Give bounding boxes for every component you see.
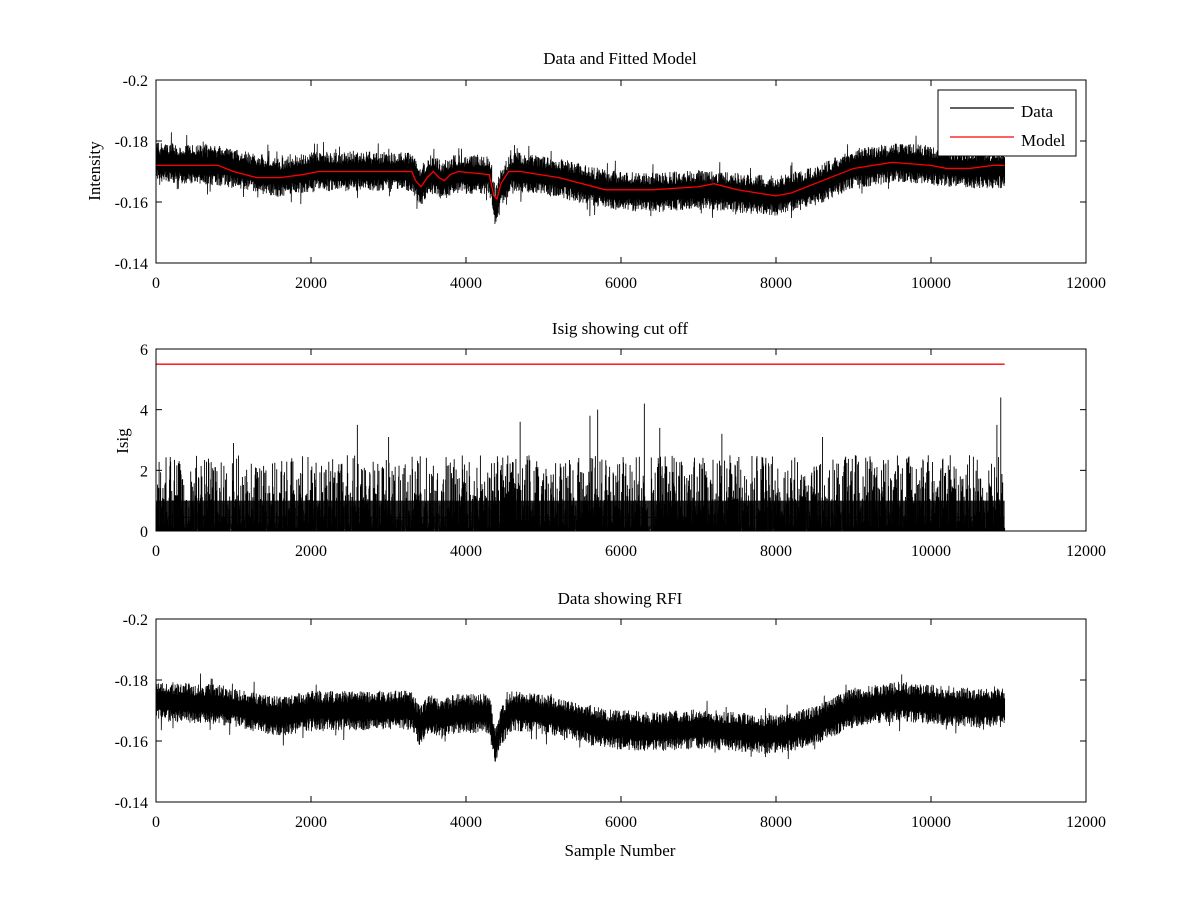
- legend-model-label: Model: [1021, 131, 1066, 150]
- x-tick-label: 6000: [605, 814, 637, 831]
- panel-3-ticks: 0 2000 4000 6000 8000 10000 12000 -0.14 -0.16 -0.…: [115, 612, 1106, 831]
- y-tick-label: 0: [140, 524, 148, 541]
- x-tick-label: 0: [152, 275, 160, 292]
- y-tick-label: 6: [140, 342, 148, 359]
- x-tick-label: 10000: [911, 275, 951, 292]
- x-tick-label: 12000: [1066, 543, 1106, 560]
- y-tick-label: -0.16: [115, 734, 148, 751]
- panel-1-ylabel: Intensity: [85, 141, 104, 201]
- series-data-line: [155, 673, 1006, 762]
- x-tick-label: 0: [152, 543, 160, 560]
- y-tick-label: 2: [140, 463, 148, 480]
- x-tick-label: 8000: [760, 814, 792, 831]
- y-tick-label: 4: [140, 403, 148, 420]
- x-tick-label: 0: [152, 814, 160, 831]
- y-tick-label: -0.16: [115, 195, 148, 212]
- panel-2-title: Isig showing cut off: [552, 319, 688, 338]
- x-tick-label: 2000: [295, 814, 327, 831]
- x-tick-label: 10000: [911, 814, 951, 831]
- legend: Data Model: [937, 89, 1077, 157]
- series-model-line: [156, 161, 1005, 201]
- x-tick-label: 6000: [605, 543, 637, 560]
- x-tick-label: 4000: [450, 814, 482, 831]
- x-tick-label: 4000: [450, 275, 482, 292]
- y-tick-label: -0.2: [123, 612, 148, 629]
- x-tick-label: 12000: [1066, 275, 1106, 292]
- y-tick-label: -0.18: [115, 134, 148, 151]
- series-isig-band: [156, 500, 1005, 530]
- x-tick-label: 8000: [760, 543, 792, 560]
- panel-data-and-model: Data and Fitted Model Intensity 0 2000 400…: [85, 49, 1106, 292]
- x-tick-label: 12000: [1066, 814, 1106, 831]
- panel-1-ticks: 0 2000 4000 6000 8000 10000 12000 -0.14 -0.16 -0.…: [115, 73, 1106, 292]
- panel-isig: Isig showing cut off Isig 0 2000 4000 6000 8…: [113, 319, 1106, 560]
- panel-3-series: [155, 673, 1006, 762]
- panel-3-title: Data showing RFI: [558, 589, 683, 608]
- panel-1-series: [155, 132, 1006, 225]
- panel-3-xlabel: Sample Number: [565, 841, 676, 860]
- x-tick-label: 4000: [450, 543, 482, 560]
- panel-1-title: Data and Fitted Model: [543, 49, 697, 68]
- y-tick-label: -0.14: [115, 795, 148, 812]
- legend-data-label: Data: [1021, 102, 1054, 121]
- y-tick-label: -0.14: [115, 256, 148, 273]
- y-tick-label: -0.18: [115, 673, 148, 690]
- x-tick-label: 8000: [760, 275, 792, 292]
- legend-box: [937, 89, 1077, 157]
- panel-2-ticks: 0 2000 4000 6000 8000 10000 12000 0 2 4 6: [140, 342, 1106, 560]
- y-tick-label: -0.2: [123, 73, 148, 90]
- x-tick-label: 10000: [911, 543, 951, 560]
- x-tick-label: 6000: [605, 275, 637, 292]
- x-tick-label: 2000: [295, 543, 327, 560]
- x-tick-label: 2000: [295, 275, 327, 292]
- panel-rfi: Data showing RFI 0 2000 4000 6000 8000 10000 1…: [115, 589, 1106, 860]
- panel-2-ylabel: Isig: [113, 428, 132, 454]
- panel-2-series: [155, 363, 1006, 531]
